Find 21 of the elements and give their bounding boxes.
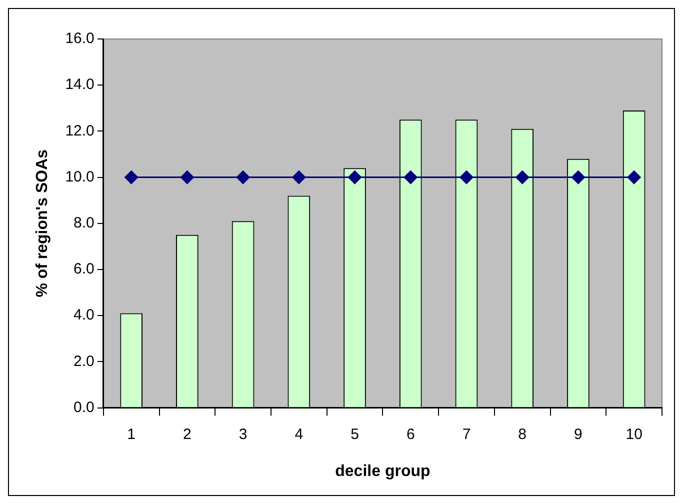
x-tick-label: 6: [406, 426, 415, 443]
x-tick-label: 10: [626, 426, 642, 443]
y-tick-label: 10.0: [65, 168, 94, 186]
y-tick-label: 4.0: [74, 306, 94, 324]
y-tick-label: 8.0: [74, 214, 94, 232]
y-tick-label: 6.0: [74, 260, 94, 278]
x-tick-label: 9: [574, 426, 582, 443]
x-tick-label: 7: [462, 426, 471, 443]
x-tick-label: 4: [294, 426, 304, 443]
y-tick-label: 0.0: [74, 398, 94, 416]
x-axis-title: decile group: [335, 462, 430, 480]
x-tick-label: 8: [518, 426, 527, 443]
y-tick-label: 12.0: [65, 122, 94, 140]
x-tick-label: 2: [183, 426, 192, 443]
y-tick-label: 14.0: [65, 76, 94, 94]
x-tick-label: 5: [350, 426, 359, 443]
x-tick-label: 1: [127, 426, 136, 443]
y-axis-title: % of region's SOAs: [34, 149, 52, 298]
x-tick-label: 3: [238, 426, 248, 443]
y-tick-label: 2.0: [74, 352, 94, 370]
y-tick-label: 16.0: [65, 30, 94, 48]
